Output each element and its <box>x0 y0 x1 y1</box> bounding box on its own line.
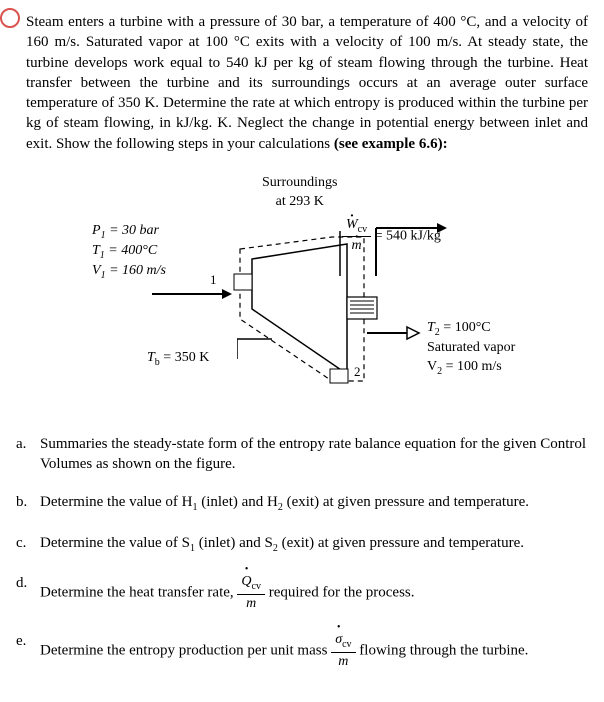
surroundings-label: Surroundings at 293 K <box>262 174 337 212</box>
turbine-diagram: Surroundings at 293 K P1 = 30 bar T1 = 4… <box>92 174 512 394</box>
question-b: b. Determine the value of H1 (inlet) and… <box>16 492 588 515</box>
problem-intro: Steam enters a turbine with a pressure o… <box>26 14 588 152</box>
outlet-sat: Saturated vapor <box>427 339 515 358</box>
question-e-post: flowing through the turbine. <box>359 643 528 659</box>
question-e-pre: Determine the entropy production per uni… <box>40 643 331 659</box>
question-e: e. Determine the entropy production per … <box>16 631 588 671</box>
problem-statement: Steam enters a turbine with a pressure o… <box>26 12 588 154</box>
outlet-arrow <box>367 323 427 343</box>
port-2-label: 2 <box>354 363 361 381</box>
surroundings-line1: Surroundings <box>262 174 337 193</box>
outlet-conditions: T2 = 100°C Saturated vapor V2 = 100 m/s <box>427 319 515 378</box>
question-d: d. Determine the heat transfer rate, Qcv… <box>16 573 588 613</box>
question-c: c. Determine the value of S1 (inlet) and… <box>16 533 588 556</box>
inlet-conditions: P1 = 30 bar T1 = 400°C V1 = 160 m/s <box>92 222 166 283</box>
inlet-arrow <box>152 284 232 304</box>
tb-arrow <box>237 334 287 374</box>
marker-icon <box>0 6 24 30</box>
see-example: (see example 6.6): <box>334 136 448 152</box>
questions-list: a. Summaries the steady-state form of th… <box>16 434 588 672</box>
question-d-post: required for the process. <box>269 585 415 601</box>
tb-label: Tb = 350 K <box>147 349 209 369</box>
surroundings-line2: at 293 K <box>262 193 337 212</box>
question-a-text: Summaries the steady-state form of the e… <box>40 434 588 475</box>
question-d-pre: Determine the heat transfer rate, <box>40 585 237 601</box>
work-value: = 540 kJ/kg <box>375 228 441 243</box>
question-a: a. Summaries the steady-state form of th… <box>16 434 588 475</box>
work-label: Wcv m = 540 kJ/kg <box>342 216 441 256</box>
